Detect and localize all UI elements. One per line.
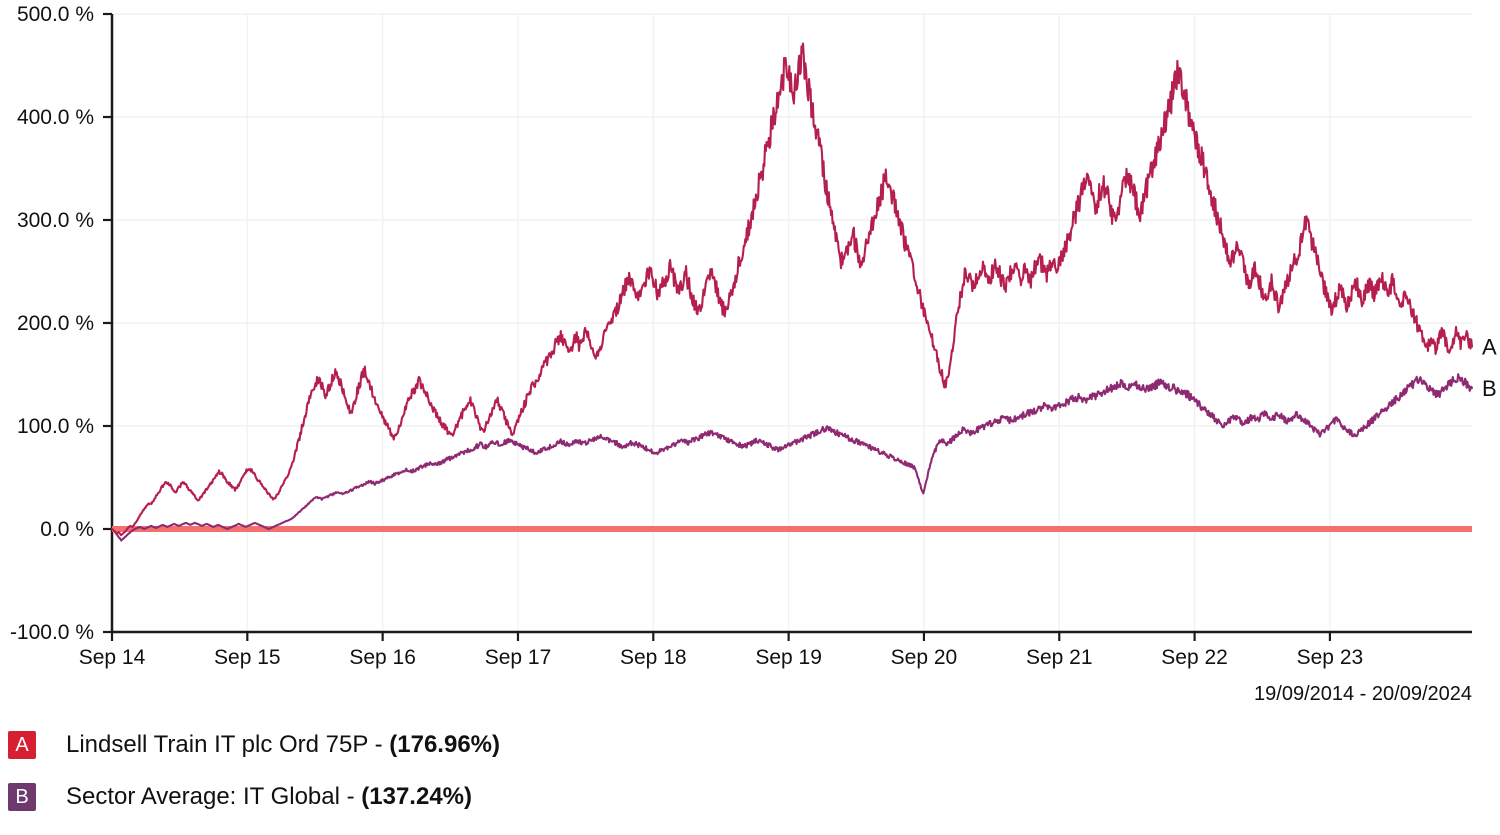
legend-label-a: Lindsell Train IT plc Ord 75P - (176.96%…	[66, 731, 500, 759]
chart-canvas: -100.0 % 0.0 % 100.0 % 200.0 % 300.0 % 400.0 …	[10, 3, 1497, 705]
legend-series-value-a: (176.96%)	[389, 731, 500, 758]
legend-series-name-a: Lindsell Train IT plc Ord 75P	[66, 731, 368, 758]
x-axis-tick-label: Sep 18	[620, 646, 687, 669]
x-axis-tick-label: Sep 19	[755, 646, 822, 669]
chart-legend: A Lindsell Train IT plc Ord 75P - (176.9…	[0, 722, 1500, 826]
series-line-a	[110, 42, 1474, 537]
legend-badge-b: B	[8, 783, 36, 811]
y-axis-tick-label: 400.0 %	[17, 106, 94, 129]
y-axis-tick-label: 200.0 %	[17, 312, 94, 335]
x-axis-tick-label: Sep 16	[349, 646, 416, 669]
y-axis-tick-label: -100.0 %	[10, 621, 94, 644]
y-axis-tick-label: 0.0 %	[40, 518, 94, 541]
x-axis-tick-label: Sep 20	[891, 646, 958, 669]
y-axis-tick-label: 300.0 %	[17, 209, 94, 232]
legend-label-b: Sector Average: IT Global - (137.24%)	[66, 783, 472, 811]
y-axis-ticks: -100.0 % 0.0 % 100.0 % 200.0 % 300.0 % 400.0 …	[10, 3, 112, 644]
legend-separator-b: -	[339, 783, 362, 810]
series-end-label-a: A	[1482, 335, 1497, 360]
x-axis-tick-label: Sep 23	[1297, 646, 1364, 669]
y-axis-tick-label: 500.0 %	[17, 3, 94, 26]
series-line-b	[110, 373, 1474, 542]
legend-row-b[interactable]: B Sector Average: IT Global - (137.24%)	[8, 774, 1500, 820]
x-axis-tick-label: Sep 14	[79, 646, 146, 669]
series-end-label-b: B	[1482, 376, 1497, 401]
legend-badge-a: A	[8, 731, 36, 759]
y-axis-tick-label: 100.0 %	[17, 415, 94, 438]
date-range-label: 19/09/2014 - 20/09/2024	[1254, 683, 1472, 705]
gridlines	[112, 13, 1472, 632]
legend-series-value-b: (137.24%)	[361, 783, 472, 810]
legend-separator-a: -	[367, 731, 390, 758]
x-axis-tick-label: Sep 21	[1026, 646, 1093, 669]
x-axis-tick-label: Sep 22	[1161, 646, 1228, 669]
legend-series-name-b: Sector Average: IT Global	[66, 783, 340, 810]
legend-row-a[interactable]: A Lindsell Train IT plc Ord 75P - (176.9…	[8, 722, 1500, 768]
x-axis-tick-label: Sep 17	[485, 646, 552, 669]
x-axis-ticks: Sep 14 Sep 15 Sep 16 Sep 17 Sep 18 Sep 19 Sep …	[79, 632, 1363, 669]
x-axis-tick-label: Sep 15	[214, 646, 281, 669]
